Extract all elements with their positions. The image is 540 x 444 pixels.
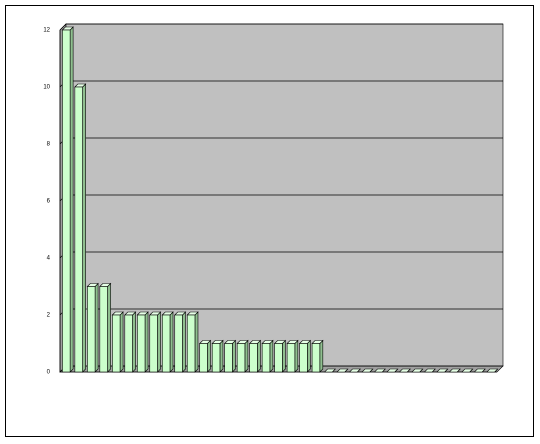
bar-side (119, 311, 124, 373)
bar-side (244, 339, 249, 373)
y-tick-label: 12 (43, 28, 50, 34)
grid-line (59, 23, 503, 31)
bar-top (461, 368, 474, 373)
bar (124, 314, 133, 373)
bar-top (423, 368, 436, 373)
bar (186, 314, 196, 373)
bar (74, 86, 83, 373)
bar-side (182, 311, 186, 373)
bar (299, 343, 308, 373)
y-tick-label: 4 (47, 256, 51, 262)
bar-side (219, 339, 224, 373)
bar-side (94, 282, 99, 373)
bar (236, 343, 246, 373)
bar-top (448, 368, 461, 373)
bar-top (336, 368, 349, 373)
bar (311, 343, 321, 373)
bar-top (411, 368, 424, 373)
bar-top (361, 368, 374, 373)
bar-side (132, 311, 136, 373)
bar-side (82, 83, 86, 373)
bar-side (294, 339, 299, 373)
bar (62, 29, 71, 373)
bar (136, 314, 146, 373)
bar-side (307, 339, 311, 373)
bar (112, 314, 121, 373)
y-tick-label: 6 (47, 199, 51, 205)
bar (161, 314, 171, 373)
y-tick-label: 0 (47, 370, 51, 376)
bar (174, 314, 183, 373)
bar (149, 314, 158, 373)
bar-top (348, 368, 362, 373)
bar-side (232, 339, 236, 373)
bar-side (157, 311, 161, 373)
bar-side (269, 339, 274, 373)
bar (87, 286, 96, 373)
bar (249, 343, 258, 373)
bar-side (194, 311, 199, 373)
bar (274, 343, 283, 373)
bar-top (436, 368, 449, 373)
bar-side (207, 339, 211, 373)
bar (199, 343, 208, 373)
bar-top (323, 368, 337, 373)
bar-side (69, 26, 74, 373)
bar-side (257, 339, 261, 373)
y-tick-label: 2 (47, 313, 51, 319)
bar-side (107, 282, 111, 373)
bar-top (373, 368, 386, 373)
bar (211, 343, 221, 373)
bar (261, 343, 271, 373)
bar (99, 286, 108, 373)
bar-side (169, 311, 174, 373)
bar-top (398, 368, 411, 373)
y-tick-label: 8 (47, 142, 51, 148)
bar-top (386, 368, 399, 373)
bar-top (486, 368, 499, 373)
bar (286, 343, 296, 373)
bar (224, 343, 233, 373)
bar-side (319, 339, 324, 373)
bar-side (144, 311, 149, 373)
bar-top (473, 368, 486, 373)
bar-side (282, 339, 286, 373)
y-tick-label: 10 (43, 85, 50, 91)
